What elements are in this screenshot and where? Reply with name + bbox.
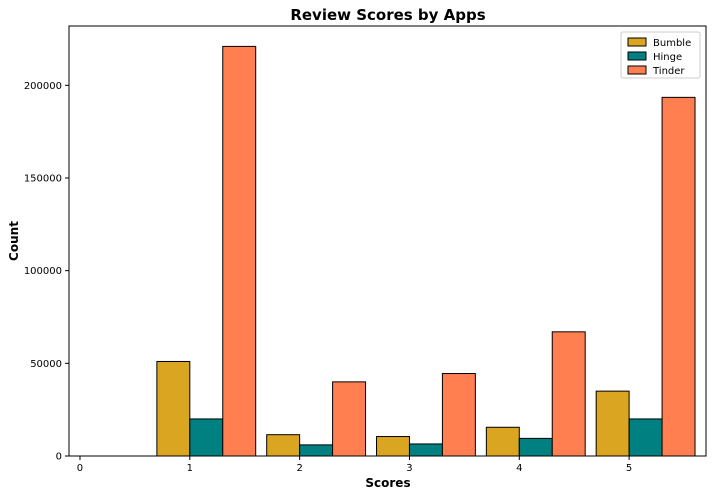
bar-hinge-4 [518, 437, 553, 457]
bar-bumble-2 [266, 434, 301, 457]
bar-tinder-5 [661, 96, 696, 457]
x-axis-label: Scores [365, 476, 410, 490]
y-tick-label: 200000 [24, 81, 62, 92]
chart-title: Review Scores by Apps [290, 6, 485, 24]
legend-swatch-hinge [627, 51, 647, 61]
x-tick-label: 0 [77, 463, 83, 474]
bar-tinder-3 [441, 373, 476, 457]
x-tick-label: 1 [187, 463, 193, 474]
bars-group [156, 45, 696, 457]
legend-swatch-bumble [627, 37, 647, 47]
legend-label-bumble: Bumble [653, 38, 691, 49]
bar-hinge-2 [299, 444, 334, 457]
bar-bumble-1 [156, 360, 191, 457]
legend-label-tinder: Tinder [652, 66, 685, 77]
y-tick-label: 100000 [24, 266, 62, 277]
bar-hinge-1 [189, 418, 224, 457]
legend-swatch-tinder [627, 65, 647, 75]
bar-tinder-2 [332, 381, 367, 457]
bar-tinder-1 [222, 45, 257, 457]
y-tick-label: 150000 [24, 173, 62, 184]
x-tick-label: 5 [626, 463, 632, 474]
bar-tinder-4 [551, 331, 586, 457]
bar-bumble-3 [376, 436, 410, 457]
bar-hinge-5 [628, 418, 663, 457]
plot-frame [68, 25, 707, 457]
bar-bumble-5 [595, 390, 630, 457]
x-tick-label: 2 [296, 463, 302, 474]
x-tick-label: 3 [406, 463, 412, 474]
legend: Bumble Hinge Tinder [620, 31, 701, 79]
legend-label-hinge: Hinge [653, 52, 682, 63]
y-tick-label: 0 [56, 452, 62, 463]
bar-hinge-3 [408, 443, 443, 457]
bar-bumble-4 [485, 426, 520, 457]
y-axis-label: Count [7, 221, 21, 261]
ticks-group: 0 1 2 3 4 5 0 50000 100000 150000 200000 [24, 81, 632, 474]
y-tick-label: 50000 [30, 359, 62, 370]
x-tick-label: 4 [516, 463, 522, 474]
